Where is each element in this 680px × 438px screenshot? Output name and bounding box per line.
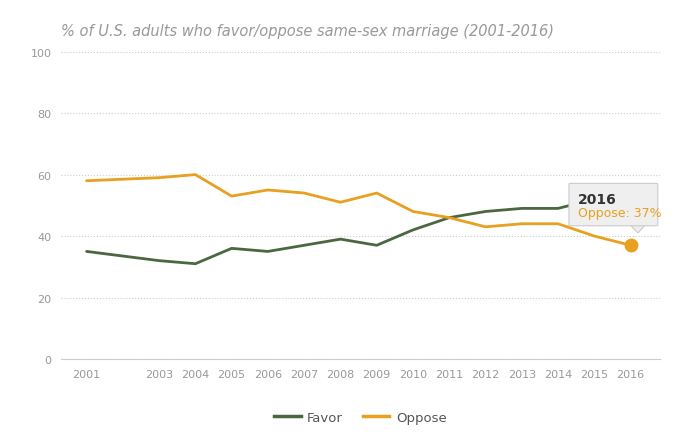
Polygon shape bbox=[630, 226, 645, 233]
FancyBboxPatch shape bbox=[569, 184, 658, 226]
Text: 2016: 2016 bbox=[578, 193, 617, 207]
Text: Oppose: 37%: Oppose: 37% bbox=[578, 207, 662, 219]
Text: % of U.S. adults who favor/oppose same-sex marriage (2001-2016): % of U.S. adults who favor/oppose same-s… bbox=[61, 24, 554, 39]
Legend: Favor, Oppose: Favor, Oppose bbox=[269, 406, 452, 429]
Point bbox=[625, 242, 636, 249]
